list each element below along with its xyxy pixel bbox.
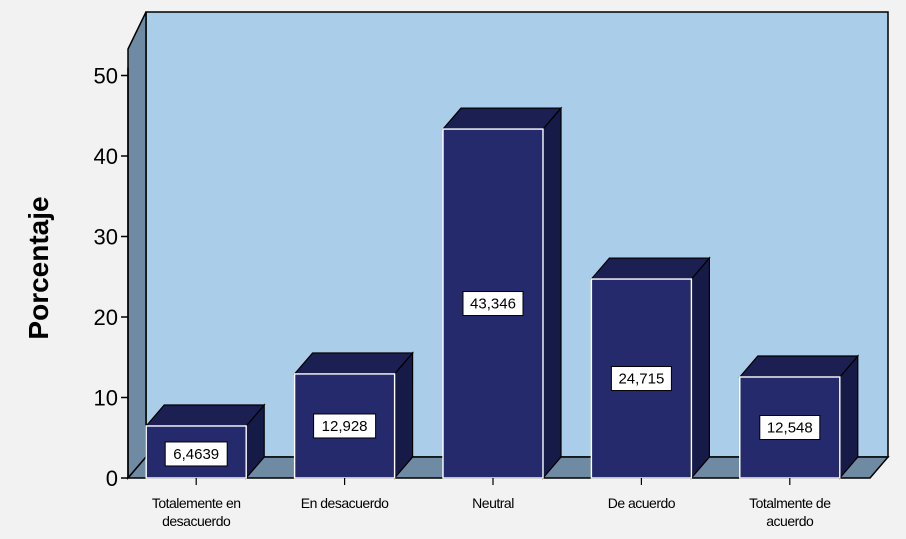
data-label: 12,548 — [767, 419, 813, 436]
data-label-box — [759, 414, 821, 440]
y-tick-label: 30 — [94, 225, 118, 250]
data-label-box — [462, 291, 524, 317]
data-label-box — [610, 366, 672, 392]
y-tick-label: 40 — [94, 144, 118, 169]
x-tick-label: En desacuerdo — [301, 495, 389, 511]
y-tick-label: 0 — [106, 466, 118, 491]
y-axis: 0 10 20 30 40 50 — [94, 64, 129, 491]
bar-top — [590, 257, 711, 280]
bar-top — [441, 107, 563, 130]
data-label-box — [313, 413, 377, 439]
bar-top — [144, 404, 266, 427]
data-label: 12,928 — [322, 418, 368, 435]
bar-top — [293, 352, 414, 375]
x-tick-label: Neutral — [472, 495, 514, 511]
bar-1: 6,4639 — [144, 403, 266, 480]
data-label-box — [164, 441, 228, 467]
bar-2: 12,928 — [293, 351, 414, 480]
bars: 6,4639 12,928 43,346 24,715 12,548 — [144, 106, 860, 480]
bar-side — [542, 106, 562, 480]
y-tick-label: 10 — [94, 386, 118, 411]
bar-side — [690, 256, 711, 480]
data-label: 24,715 — [618, 371, 664, 388]
y-axis-label: Porcentaje — [23, 196, 54, 339]
bar-5: 12,548 — [738, 354, 860, 480]
x-tick-label: De acuerdo — [608, 495, 676, 511]
x-axis: Totalemente en desacuerdo En desacuerdo Neu… — [152, 478, 832, 529]
data-label: 43,346 — [470, 296, 516, 313]
y-tick-label: 20 — [94, 305, 118, 330]
bar-4: 24,715 — [590, 256, 711, 480]
side-wall — [127, 11, 147, 481]
data-label: 6,4639 — [173, 446, 219, 463]
bar-3: 43,346 — [441, 106, 563, 480]
x-tick-label: Totalmente de acuerdo — [749, 495, 831, 529]
bar-top — [738, 355, 860, 378]
y-tick-label: 50 — [94, 64, 118, 89]
x-tick-label: Totalemente en desacuerdo — [152, 495, 241, 529]
